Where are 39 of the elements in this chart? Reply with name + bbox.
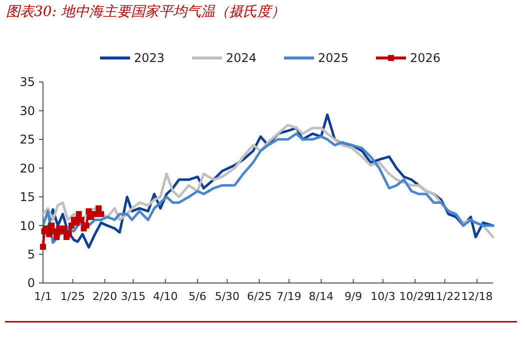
- point: [86, 208, 92, 214]
- y-tick-label: 0: [27, 276, 35, 290]
- y-tick-label: 35: [20, 75, 35, 90]
- x-tick-label: 1/25: [60, 290, 86, 303]
- y-tick-label: 15: [20, 190, 35, 204]
- x-tick-label: 6/25: [246, 290, 272, 303]
- legend-label: 2023: [134, 51, 165, 66]
- legend-label: 2025: [318, 51, 349, 66]
- point: [96, 205, 102, 212]
- point: [46, 231, 52, 238]
- x-tick-label: 7/19: [276, 290, 302, 303]
- point: [98, 211, 104, 218]
- x-tick-label: 10/3: [370, 290, 396, 303]
- legend-label: 2024: [226, 51, 257, 66]
- point: [54, 234, 60, 240]
- x-tick-label: 5/30: [214, 290, 240, 303]
- point: [83, 222, 90, 229]
- y-tick-label: 25: [20, 132, 35, 147]
- y-tick-label: 5: [27, 247, 35, 262]
- legend-label: 2026: [410, 51, 441, 66]
- x-tick-label: 3/15: [120, 290, 146, 303]
- point: [66, 231, 72, 238]
- x-tick-label: 4/10: [153, 290, 178, 303]
- y-tick-label: 30: [20, 104, 35, 118]
- chart-title: 图表30: 地中海主要国家平均气温（摄氏度）: [6, 4, 285, 20]
- point: [40, 244, 46, 250]
- x-tick-label: 2/20: [92, 290, 118, 303]
- x-tick-label: 5/6: [188, 290, 206, 303]
- point: [48, 222, 55, 229]
- x-tick-label: 11/22: [428, 290, 461, 303]
- x-tick-label: 9/9: [344, 290, 362, 303]
- x-tick-label: 1/1: [34, 290, 52, 303]
- x-tick-label: 12/18: [461, 290, 493, 303]
- y-tick-label: 10: [20, 218, 35, 233]
- point: [78, 216, 84, 223]
- point: [76, 211, 82, 218]
- x-tick-label: 8/14: [308, 290, 334, 303]
- y-tick-label: 20: [20, 161, 35, 176]
- x-tick-label: 10/29: [399, 290, 431, 303]
